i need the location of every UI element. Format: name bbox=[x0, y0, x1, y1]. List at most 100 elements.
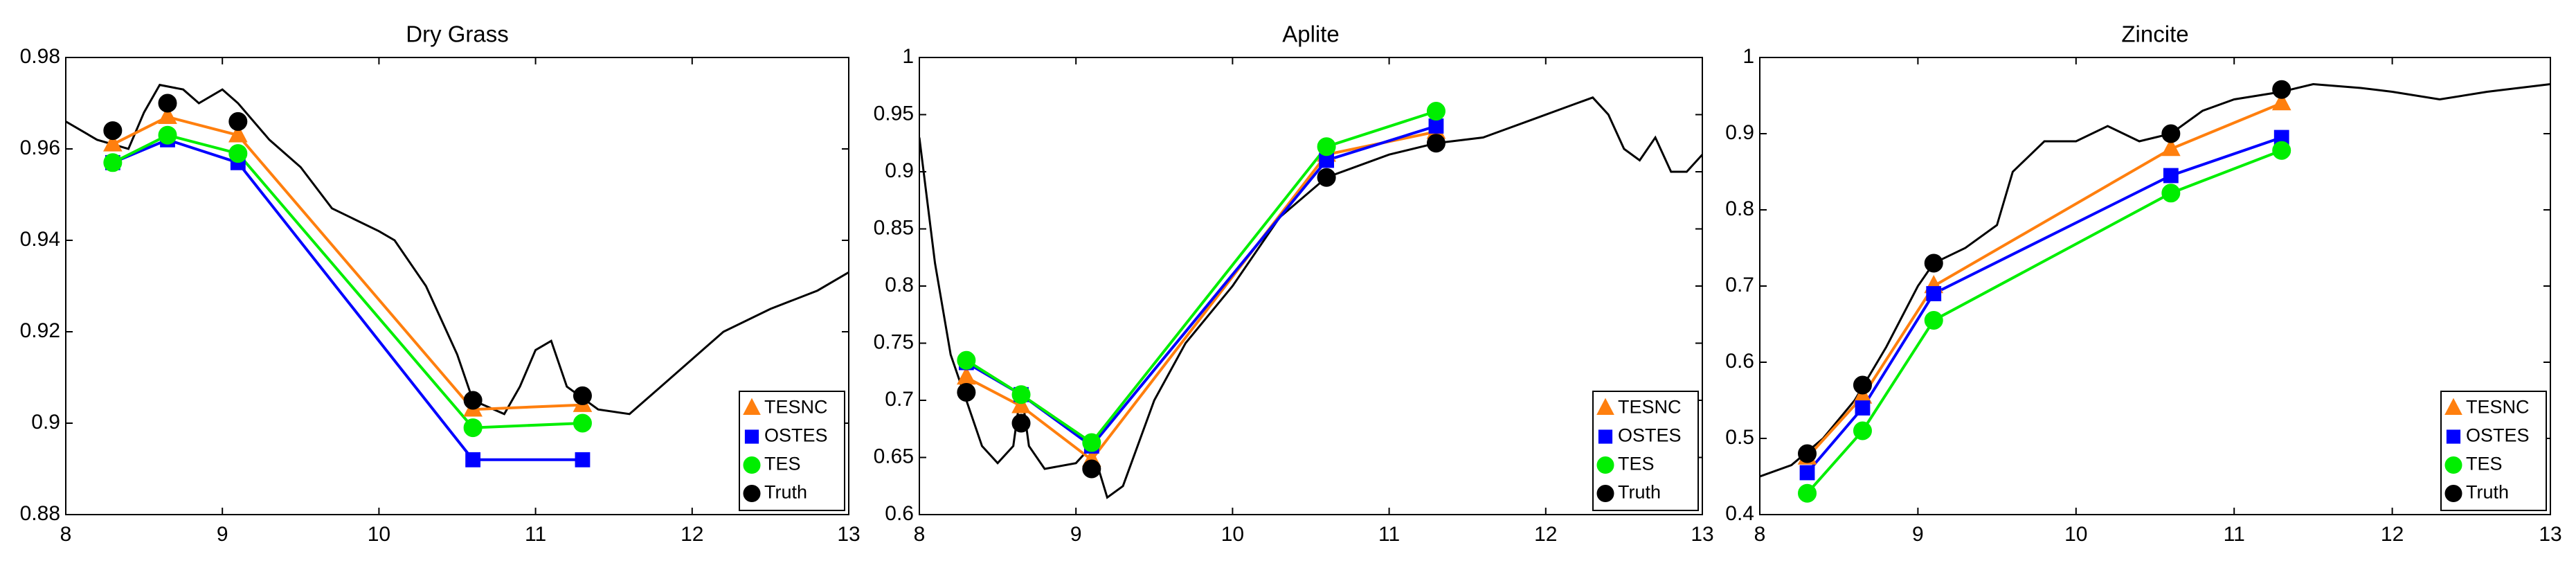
spectrum-line bbox=[1760, 82, 2550, 478]
marker bbox=[228, 112, 248, 131]
x-tick-label: 12 bbox=[1534, 523, 1557, 546]
marker bbox=[2271, 91, 2291, 111]
x-tick-label: 13 bbox=[837, 523, 860, 546]
series-line bbox=[112, 138, 583, 461]
marker bbox=[1011, 395, 1031, 413]
marker bbox=[465, 452, 481, 467]
y-tick-label: 0.9 bbox=[1725, 121, 1754, 144]
marker bbox=[1082, 459, 1101, 479]
legend-marker bbox=[2444, 456, 2462, 474]
spectrum-line bbox=[66, 83, 849, 416]
marker bbox=[463, 418, 483, 438]
panel: Aplite 8 9 10 11 12 13 0.6 0.65 0.7 0.75 0.8 0.85 0.9… bbox=[874, 21, 1714, 546]
legend-marker bbox=[744, 429, 759, 444]
marker bbox=[228, 144, 248, 163]
series-line bbox=[965, 125, 1437, 448]
y-tick-label: 0.4 bbox=[1725, 502, 1754, 525]
marker bbox=[2163, 168, 2179, 184]
marker bbox=[573, 386, 592, 405]
marker bbox=[103, 153, 123, 172]
x-tick-label: 8 bbox=[1754, 523, 1766, 546]
marker bbox=[1011, 385, 1031, 404]
series-line bbox=[1806, 149, 2282, 495]
y-tick-label: 0.7 bbox=[885, 388, 914, 411]
y-tick-label: 0.95 bbox=[874, 102, 914, 125]
x-tick-label: 9 bbox=[217, 523, 228, 546]
legend-marker bbox=[2444, 398, 2462, 415]
panel: Zincite 8 9 10 11 12 13 0.4 0.5 0.6 0.7 0.8 0.9 1 TESN… bbox=[1725, 21, 2561, 546]
marker bbox=[158, 105, 177, 125]
marker bbox=[1426, 102, 1445, 121]
axes-box bbox=[65, 57, 849, 515]
y-tick-label: 0.9 bbox=[885, 159, 914, 182]
x-tick-label: 12 bbox=[2381, 523, 2404, 546]
legend-label: OSTES bbox=[2466, 425, 2530, 446]
legend-marker bbox=[743, 485, 761, 502]
marker bbox=[2272, 80, 2291, 99]
legend-label: TESNC bbox=[2466, 397, 2530, 418]
legend-label: Truth bbox=[1618, 482, 1661, 503]
y-tick-label: 0.75 bbox=[874, 330, 914, 353]
x-tick-label: 9 bbox=[1912, 523, 1924, 546]
legend-marker bbox=[1596, 485, 1614, 502]
y-tick-label: 0.88 bbox=[20, 502, 60, 525]
plot-area bbox=[919, 96, 1702, 499]
x-tick-label: 9 bbox=[1070, 523, 1082, 546]
x-tick-label: 10 bbox=[368, 523, 390, 546]
x-tick-label: 11 bbox=[1378, 523, 1400, 546]
y-tick-label: 0.94 bbox=[20, 228, 60, 251]
spectrum-line bbox=[919, 96, 1702, 499]
marker bbox=[957, 350, 976, 370]
marker bbox=[1855, 400, 1871, 416]
series-line bbox=[112, 134, 583, 429]
y-tick-label: 0.98 bbox=[20, 45, 60, 68]
marker bbox=[1011, 413, 1031, 433]
panel: Dry Grass 8 9 10 11 12 13 0.88 0.9 0.92 0.94 0.96 0.… bbox=[20, 21, 861, 546]
y-tick-label: 0.8 bbox=[885, 274, 914, 296]
marker bbox=[1317, 168, 1336, 187]
marker bbox=[1082, 433, 1101, 452]
legend-marker bbox=[2444, 485, 2462, 502]
legend-label: TESNC bbox=[1618, 397, 1682, 418]
y-tick-label: 0.85 bbox=[874, 216, 914, 239]
marker bbox=[1924, 311, 1943, 330]
marker bbox=[228, 124, 248, 143]
marker bbox=[2161, 137, 2181, 157]
marker bbox=[463, 391, 483, 410]
x-tick-label: 11 bbox=[2224, 523, 2245, 546]
y-tick-label: 0.6 bbox=[885, 502, 914, 525]
y-tick-label: 1 bbox=[902, 45, 914, 68]
marker bbox=[2161, 124, 2181, 143]
y-tick-label: 1 bbox=[1742, 45, 1754, 68]
marker bbox=[1798, 444, 1817, 463]
x-tick-label: 13 bbox=[1691, 523, 1713, 546]
marker bbox=[1426, 134, 1445, 153]
x-tick-label: 13 bbox=[2539, 523, 2561, 546]
legend-marker bbox=[743, 398, 761, 415]
marker bbox=[1798, 483, 1817, 503]
marker bbox=[573, 413, 592, 433]
marker bbox=[575, 452, 591, 467]
marker bbox=[957, 382, 976, 402]
y-tick-label: 0.96 bbox=[20, 136, 60, 159]
legend-label: TES bbox=[764, 454, 801, 474]
plot-area bbox=[66, 83, 849, 461]
y-tick-label: 0.7 bbox=[1725, 274, 1754, 296]
legend-label: TES bbox=[2466, 454, 2503, 474]
y-tick-label: 0.8 bbox=[1725, 197, 1754, 220]
chart-title: Aplite bbox=[1282, 21, 1340, 47]
y-tick-label: 0.5 bbox=[1725, 426, 1754, 449]
series-line bbox=[965, 109, 1437, 445]
axes-box bbox=[1759, 57, 2551, 515]
axes-box bbox=[919, 57, 1703, 515]
series-line bbox=[1805, 136, 2282, 474]
marker bbox=[1853, 421, 1872, 440]
x-tick-label: 8 bbox=[914, 523, 926, 546]
plot-area bbox=[1760, 82, 2550, 495]
marker bbox=[158, 125, 177, 145]
legend-label: OSTES bbox=[1618, 425, 1682, 446]
legend-label: OSTES bbox=[764, 425, 828, 446]
chart-title: Dry Grass bbox=[406, 21, 509, 47]
x-tick-label: 10 bbox=[2064, 523, 2087, 546]
y-tick-label: 0.9 bbox=[31, 411, 60, 434]
